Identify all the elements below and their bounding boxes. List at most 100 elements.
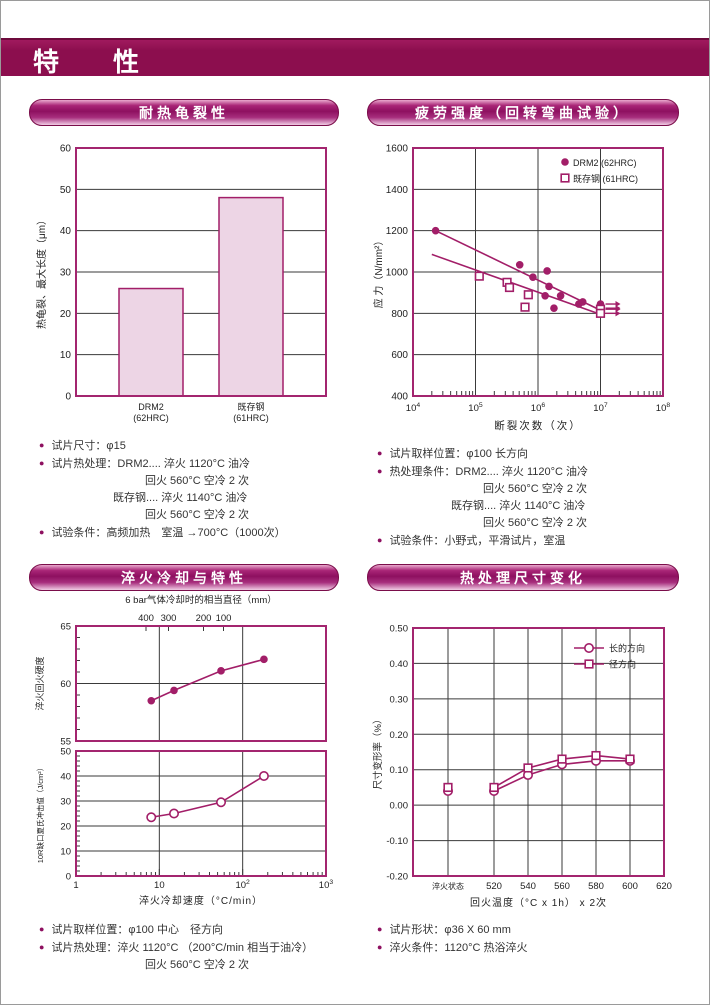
svg-text:106: 106 bbox=[531, 402, 546, 414]
bullet-icon: ● bbox=[377, 924, 383, 934]
note-text: 试片尺寸：φ15 bbox=[51, 440, 126, 452]
svg-text:应 力（N/mm²）: 应 力（N/mm²） bbox=[372, 236, 385, 309]
svg-text:50: 50 bbox=[60, 185, 72, 196]
notes-fatigue: ● 试片取样位置：φ100 长方向 ● 热处理条件：DRM2.... 淬火 1120°… bbox=[367, 445, 679, 550]
note-line: ● 热处理条件：DRM2.... 淬火 1120°C 油冷 bbox=[367, 463, 679, 481]
svg-text:热龟裂、最大长度（μm）: 热龟裂、最大长度（μm） bbox=[35, 215, 48, 329]
panel-title: 耐热龟裂性 bbox=[139, 104, 229, 121]
note-line: 回火 560°C 空冷 2 次 bbox=[29, 957, 339, 974]
svg-text:300: 300 bbox=[161, 613, 177, 624]
fatigue-sn-chart: 400 600 800 1000 1200 1400 1600 104 105 106 107 108… bbox=[372, 144, 671, 433]
svg-text:65: 65 bbox=[60, 622, 71, 633]
panel-title: 热处理尺寸变化 bbox=[460, 569, 586, 586]
svg-text:回火温度（°C x 1h） x 2次: 回火温度（°C x 1h） x 2次 bbox=[470, 896, 607, 909]
panel-fatigue: 疲劳强度（回转弯曲试验） 400 600 800 1000 1200 1400 1600 10… bbox=[367, 99, 679, 550]
svg-text:DRM2 (62HRC): DRM2 (62HRC) bbox=[573, 158, 637, 168]
svg-text:淬火回火硬度: 淬火回火硬度 bbox=[34, 656, 45, 710]
note-line: ● 试片尺寸：φ15 bbox=[29, 437, 339, 455]
svg-text:0: 0 bbox=[66, 872, 71, 883]
svg-text:淬火状态: 淬火状态 bbox=[432, 881, 464, 891]
svg-text:长的方向: 长的方向 bbox=[609, 643, 645, 654]
svg-text:102: 102 bbox=[235, 879, 250, 891]
svg-text:0: 0 bbox=[65, 392, 71, 403]
svg-text:20: 20 bbox=[60, 822, 71, 833]
panel-heat-crack: 耐热龟裂性 0 10 20 30 40 50 60 DRM2 (62HRC) 既存钢 (61HRC)… bbox=[29, 99, 339, 542]
bullet-icon: ● bbox=[39, 942, 45, 952]
svg-text:1400: 1400 bbox=[386, 185, 409, 196]
svg-text:600: 600 bbox=[622, 881, 638, 892]
note-text: 试片热处理：淬火 1120°C （200°C/min 相当于油冷） bbox=[51, 942, 314, 954]
panel-quench-cooling: 淬火冷却与特性 6 bar气体冷却时的相当直径（mm） 400 300 200 100 5… bbox=[29, 564, 339, 974]
svg-text:100: 100 bbox=[216, 613, 232, 624]
svg-text:580: 580 bbox=[588, 881, 604, 892]
note-text: 试片取样位置：φ100 中心 径方向 bbox=[51, 924, 223, 936]
svg-text:560: 560 bbox=[554, 881, 570, 892]
note-line: ● 试片取样位置：φ100 中心 径方向 bbox=[29, 921, 339, 939]
svg-text:1000: 1000 bbox=[386, 268, 409, 279]
svg-text:30: 30 bbox=[60, 268, 72, 279]
dimension-change-chart: 0.50 0.40 0.30 0.20 0.10 0.00 -0.10 -0.20 淬火状态 52… bbox=[372, 624, 672, 910]
note-line: 既存钢.... 淬火 1140°C 油冷 bbox=[29, 490, 339, 507]
notes-heat-crack: ● 试片尺寸：φ15 ● 试片热处理：DRM2.... 淬火 1120°C 油冷回火 … bbox=[29, 437, 339, 542]
note-line: ● 试片取样位置：φ100 长方向 bbox=[367, 445, 679, 463]
svg-text:0.10: 0.10 bbox=[390, 765, 409, 776]
bullet-icon: ● bbox=[39, 924, 45, 934]
note-text: 试片热处理：DRM2.... 淬火 1120°C 油冷 bbox=[51, 458, 250, 470]
svg-text:103: 103 bbox=[319, 879, 334, 891]
svg-text:0.20: 0.20 bbox=[390, 730, 409, 741]
note-text: 回火 560°C 空冷 2 次 bbox=[145, 959, 250, 971]
svg-text:10: 10 bbox=[154, 880, 165, 891]
note-line: 回火 560°C 空冷 2 次 bbox=[367, 515, 679, 532]
note-text: 试片形状：φ36 X 60 mm bbox=[389, 924, 511, 936]
svg-text:10: 10 bbox=[60, 350, 72, 361]
svg-text:既存钢: 既存钢 bbox=[237, 401, 264, 412]
svg-text:40: 40 bbox=[60, 772, 71, 783]
svg-text:既存钢 (61HRC): 既存钢 (61HRC) bbox=[573, 173, 638, 184]
note-line: 既存钢.... 淬火 1140°C 油冷 bbox=[367, 498, 679, 515]
svg-text:(61HRC): (61HRC) bbox=[233, 413, 269, 423]
svg-text:30: 30 bbox=[60, 797, 71, 808]
panel-title-banner: 疲劳强度（回转弯曲试验） bbox=[367, 99, 679, 126]
svg-text:0.30: 0.30 bbox=[390, 694, 409, 705]
svg-text:径方向: 径方向 bbox=[609, 659, 636, 670]
note-text: 热处理条件：DRM2.... 淬火 1120°C 油冷 bbox=[389, 466, 588, 478]
svg-text:108: 108 bbox=[656, 402, 671, 414]
note-text: 试片取样位置：φ100 长方向 bbox=[389, 448, 528, 460]
svg-text:断裂次数（次）: 断裂次数（次） bbox=[494, 419, 582, 432]
bullet-icon: ● bbox=[39, 440, 45, 450]
svg-text:DRM2: DRM2 bbox=[138, 402, 164, 412]
svg-text:10: 10 bbox=[60, 847, 71, 858]
svg-text:107: 107 bbox=[593, 402, 608, 414]
note-line: ● 试片热处理：DRM2.... 淬火 1120°C 油冷 bbox=[29, 455, 339, 473]
svg-text:600: 600 bbox=[391, 350, 408, 361]
note-text: 回火 560°C 空冷 2 次 bbox=[483, 483, 588, 495]
panel-title: 淬火冷却与特性 bbox=[121, 569, 247, 586]
svg-text:0.40: 0.40 bbox=[390, 659, 409, 670]
svg-text:400: 400 bbox=[138, 613, 154, 624]
bullet-icon: ● bbox=[377, 942, 383, 952]
svg-text:400: 400 bbox=[391, 392, 408, 403]
page-title: 特 性 bbox=[33, 47, 154, 77]
svg-text:0.00: 0.00 bbox=[390, 801, 409, 812]
note-text: 试验条件：高频加热 室温 →700°C（1000次） bbox=[51, 527, 286, 539]
svg-text:10R缺口夏氏冲击值（J/cm²）: 10R缺口夏氏冲击值（J/cm²） bbox=[35, 764, 45, 864]
svg-text:1600: 1600 bbox=[386, 144, 409, 155]
bullet-icon: ● bbox=[39, 458, 45, 468]
svg-text:200: 200 bbox=[196, 613, 212, 624]
bullet-icon: ● bbox=[377, 466, 383, 476]
quench-cooling-chart: 6 bar气体冷却时的相当直径（mm）400 300 200 100556065淬火回… bbox=[34, 594, 334, 907]
bullet-icon: ● bbox=[39, 527, 45, 537]
svg-text:(62HRC): (62HRC) bbox=[133, 413, 169, 423]
svg-text:105: 105 bbox=[468, 402, 483, 414]
notes-dimension: ● 试片形状：φ36 X 60 mm ● 淬火条件：1120°C 热浴淬火 bbox=[367, 921, 679, 957]
note-text: 淬火条件：1120°C 热浴淬火 bbox=[389, 942, 528, 954]
svg-text:6 bar气体冷却时的相当直径（mm）: 6 bar气体冷却时的相当直径（mm） bbox=[125, 594, 276, 606]
svg-text:淬火冷却速度（°C/min）: 淬火冷却速度（°C/min） bbox=[139, 894, 263, 907]
svg-text:60: 60 bbox=[60, 144, 72, 155]
svg-text:60: 60 bbox=[60, 679, 71, 690]
svg-text:520: 520 bbox=[486, 881, 502, 892]
note-text: 回火 560°C 空冷 2 次 bbox=[145, 509, 250, 521]
svg-text:55: 55 bbox=[60, 737, 71, 748]
heat-crack-bar-chart: 0 10 20 30 40 50 60 DRM2(62HRC) 既存钢(61HRC) 热龟裂、最大… bbox=[35, 144, 327, 423]
